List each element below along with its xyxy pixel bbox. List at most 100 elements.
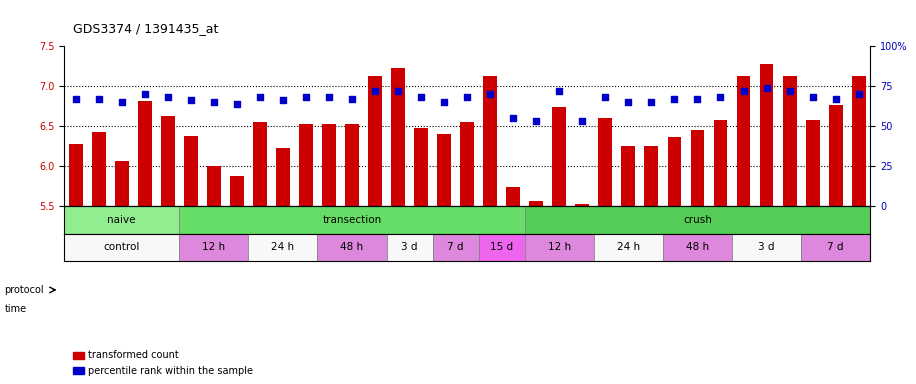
Bar bbox=[64, 233, 180, 261]
Text: crush: crush bbox=[683, 215, 712, 225]
Bar bbox=[732, 233, 802, 261]
Bar bbox=[460, 122, 474, 206]
Text: time: time bbox=[5, 304, 27, 314]
Bar bbox=[852, 76, 866, 206]
Point bbox=[206, 99, 221, 105]
Bar bbox=[525, 233, 594, 261]
Bar bbox=[184, 136, 198, 206]
Point bbox=[644, 99, 659, 105]
Bar bbox=[552, 107, 566, 206]
Bar bbox=[137, 101, 152, 206]
Point bbox=[137, 91, 152, 97]
Point bbox=[736, 88, 751, 94]
Point bbox=[552, 88, 567, 94]
Bar bbox=[114, 161, 128, 206]
Text: 7 d: 7 d bbox=[447, 242, 463, 252]
Bar bbox=[299, 124, 313, 206]
Point bbox=[621, 99, 636, 105]
Bar bbox=[736, 76, 750, 206]
Bar bbox=[432, 233, 479, 261]
Point bbox=[805, 94, 820, 100]
Bar bbox=[594, 233, 663, 261]
Point bbox=[414, 94, 429, 100]
Point bbox=[230, 101, 245, 107]
Bar bbox=[368, 76, 382, 206]
Bar bbox=[529, 201, 543, 206]
Bar bbox=[525, 206, 870, 233]
Bar bbox=[322, 124, 336, 206]
Bar bbox=[575, 204, 589, 206]
Point bbox=[253, 94, 267, 100]
Bar bbox=[161, 116, 175, 206]
Bar bbox=[479, 233, 525, 261]
Point bbox=[851, 91, 866, 97]
Point bbox=[598, 94, 613, 100]
Bar bbox=[391, 68, 405, 206]
Bar bbox=[207, 166, 221, 206]
Bar bbox=[621, 146, 636, 206]
Text: 48 h: 48 h bbox=[341, 242, 364, 252]
Bar bbox=[806, 120, 820, 206]
Bar bbox=[691, 130, 704, 206]
Bar bbox=[92, 132, 105, 206]
Text: 3 d: 3 d bbox=[401, 242, 418, 252]
Point bbox=[322, 94, 336, 100]
Text: GDS3374 / 1391435_at: GDS3374 / 1391435_at bbox=[73, 22, 219, 35]
Point bbox=[69, 96, 83, 102]
Point bbox=[575, 118, 590, 124]
Bar bbox=[180, 206, 525, 233]
Bar bbox=[230, 176, 244, 206]
Text: 3 d: 3 d bbox=[758, 242, 775, 252]
Bar bbox=[345, 124, 359, 206]
Point bbox=[183, 98, 198, 104]
Text: percentile rank within the sample: percentile rank within the sample bbox=[88, 366, 253, 376]
Bar bbox=[829, 105, 843, 206]
Point bbox=[92, 96, 106, 102]
Text: 48 h: 48 h bbox=[686, 242, 709, 252]
Bar bbox=[782, 76, 797, 206]
Text: 7 d: 7 d bbox=[827, 242, 844, 252]
Bar bbox=[759, 64, 773, 206]
Bar bbox=[437, 134, 451, 206]
Text: transformed count: transformed count bbox=[88, 350, 179, 360]
Text: 12 h: 12 h bbox=[202, 242, 225, 252]
Point bbox=[667, 96, 682, 102]
Point bbox=[299, 94, 313, 100]
Bar bbox=[598, 118, 612, 206]
Text: 24 h: 24 h bbox=[616, 242, 640, 252]
Bar bbox=[253, 122, 267, 206]
Point bbox=[391, 88, 406, 94]
Bar bbox=[645, 146, 659, 206]
Bar bbox=[484, 76, 497, 206]
Bar bbox=[69, 144, 82, 206]
Point bbox=[160, 94, 175, 100]
Text: 24 h: 24 h bbox=[271, 242, 294, 252]
Point bbox=[506, 115, 520, 121]
Point bbox=[114, 99, 129, 105]
Text: naive: naive bbox=[107, 215, 136, 225]
Point bbox=[344, 96, 359, 102]
Bar bbox=[414, 128, 428, 206]
Point bbox=[828, 96, 843, 102]
Text: protocol: protocol bbox=[5, 285, 44, 295]
Point bbox=[529, 118, 543, 124]
Bar bbox=[663, 233, 732, 261]
Bar bbox=[276, 149, 289, 206]
Point bbox=[690, 96, 704, 102]
Point bbox=[437, 99, 452, 105]
Bar bbox=[802, 233, 870, 261]
Point bbox=[483, 91, 497, 97]
Bar bbox=[318, 233, 387, 261]
Point bbox=[276, 98, 290, 104]
Point bbox=[759, 84, 774, 91]
Bar bbox=[507, 187, 520, 206]
Text: transection: transection bbox=[322, 215, 382, 225]
Text: control: control bbox=[104, 242, 140, 252]
Bar bbox=[387, 233, 432, 261]
Bar bbox=[668, 137, 682, 206]
Bar bbox=[64, 206, 180, 233]
Text: 12 h: 12 h bbox=[548, 242, 571, 252]
Bar bbox=[714, 121, 727, 206]
Point bbox=[782, 88, 797, 94]
Bar bbox=[180, 233, 248, 261]
